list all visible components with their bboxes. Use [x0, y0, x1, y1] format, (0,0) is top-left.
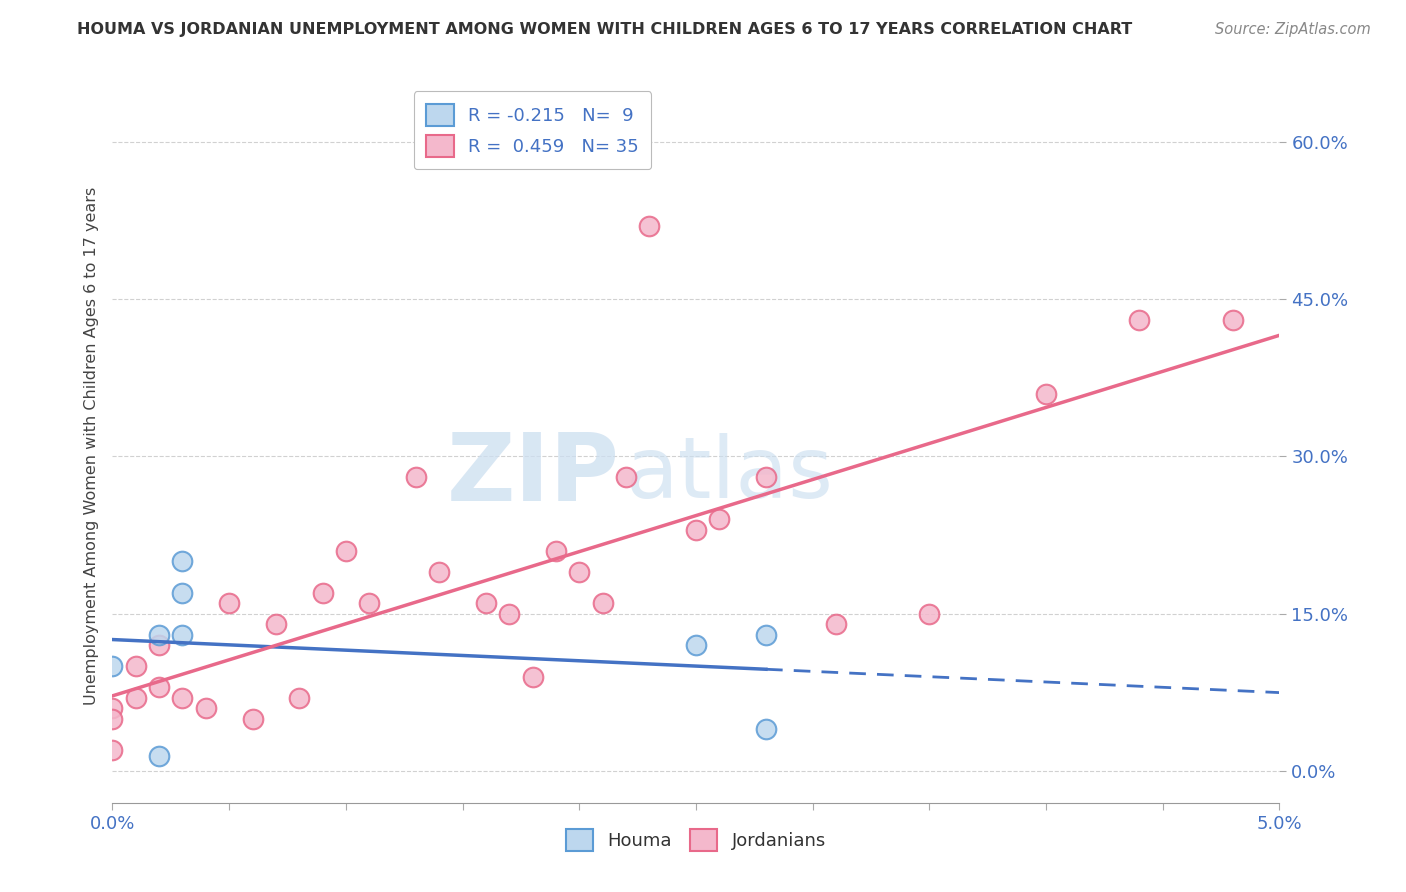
Text: atlas: atlas [626, 433, 834, 516]
Point [101, 712, 124, 726]
Point [125, 690, 148, 705]
Point [638, 219, 661, 233]
Text: Source: ZipAtlas.com: Source: ZipAtlas.com [1215, 22, 1371, 37]
Y-axis label: Unemployment Among Women with Children Ages 6 to 17 years: Unemployment Among Women with Children A… [83, 187, 98, 705]
Point [498, 607, 520, 621]
Point [148, 681, 170, 695]
Point [614, 470, 637, 484]
Point [101, 743, 124, 757]
Point [755, 470, 778, 484]
Point [755, 723, 778, 737]
Text: ZIP: ZIP [447, 428, 620, 521]
Point [685, 523, 707, 537]
Point [125, 659, 148, 673]
Point [1222, 313, 1244, 327]
Point [101, 659, 124, 673]
Point [288, 690, 311, 705]
Point [1035, 386, 1057, 401]
Point [427, 565, 450, 579]
Point [218, 596, 240, 610]
Point [685, 639, 707, 653]
Point [172, 554, 194, 568]
Point [918, 607, 941, 621]
Point [544, 544, 567, 558]
Point [172, 690, 194, 705]
Point [1128, 313, 1150, 327]
Point [405, 470, 427, 484]
Text: HOUMA VS JORDANIAN UNEMPLOYMENT AMONG WOMEN WITH CHILDREN AGES 6 TO 17 YEARS COR: HOUMA VS JORDANIAN UNEMPLOYMENT AMONG WO… [77, 22, 1133, 37]
Point [335, 544, 357, 558]
Point [825, 617, 848, 632]
Point [148, 628, 170, 642]
Legend: Houma, Jordanians: Houma, Jordanians [558, 822, 834, 858]
Point [475, 596, 498, 610]
Point [592, 596, 614, 610]
Point [568, 565, 591, 579]
Point [522, 670, 544, 684]
Point [148, 748, 170, 763]
Point [311, 586, 333, 600]
Point [172, 628, 194, 642]
Point [194, 701, 217, 715]
Point [148, 639, 170, 653]
Point [172, 586, 194, 600]
Point [709, 512, 731, 526]
Point [755, 628, 778, 642]
Point [359, 596, 381, 610]
Point [264, 617, 287, 632]
Point [242, 712, 264, 726]
Point [101, 701, 124, 715]
